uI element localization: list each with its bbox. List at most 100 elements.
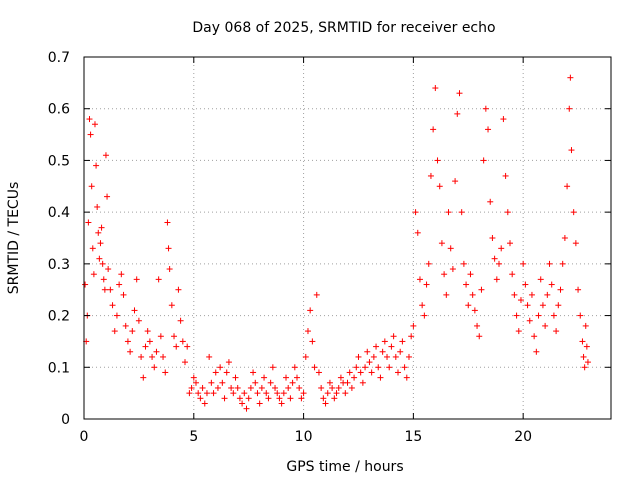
data-point [186, 390, 193, 397]
data-point [177, 317, 184, 324]
data-point [261, 374, 268, 381]
data-point [550, 312, 557, 319]
data-point [98, 224, 105, 231]
data-point [487, 198, 494, 205]
data-point [206, 353, 213, 360]
data-point [324, 390, 331, 397]
data-point [390, 333, 397, 340]
data-point [293, 374, 300, 381]
data-point [498, 245, 505, 252]
data-point [379, 348, 386, 355]
data-point [555, 302, 562, 309]
data-point [386, 364, 393, 371]
data-point [496, 260, 503, 267]
data-point [408, 333, 415, 340]
chart-title: Day 068 of 2025, SRMTID for receiver ech… [192, 20, 495, 36]
data-point [82, 281, 89, 288]
data-point [403, 374, 410, 381]
data-point [192, 379, 199, 386]
data-point [256, 400, 263, 407]
y-tick-label: 0.3 [48, 257, 70, 273]
data-point [236, 395, 243, 402]
data-point [366, 359, 373, 366]
data-point [427, 172, 434, 179]
plot-area-frame [83, 56, 612, 420]
data-point [87, 131, 94, 138]
data-point [546, 260, 553, 267]
data-point [212, 369, 219, 376]
data-point [247, 384, 254, 391]
data-point [88, 183, 95, 190]
data-point [368, 369, 375, 376]
data-point [104, 193, 111, 200]
data-point [553, 328, 560, 335]
data-point [520, 260, 527, 267]
data-point [93, 162, 100, 169]
data-point [171, 333, 178, 340]
data-point [153, 348, 160, 355]
data-point [276, 395, 283, 402]
ticks-layer: 0 5 10 15 20 0 0.1 0.2 0.3 0.4 0.5 0.6 0.7 [48, 50, 611, 445]
data-point [362, 364, 369, 371]
y-tick-label: 0.6 [48, 102, 70, 118]
data-point [329, 384, 336, 391]
data-point [86, 116, 93, 123]
data-points-layer [82, 74, 591, 412]
data-point [456, 90, 463, 97]
data-point [454, 110, 461, 117]
data-point [307, 307, 314, 314]
data-point [438, 240, 445, 247]
data-point [471, 307, 478, 314]
data-point [397, 348, 404, 355]
data-point [111, 328, 118, 335]
data-point [542, 322, 549, 329]
data-point [151, 364, 158, 371]
data-point [162, 369, 169, 376]
x-tick-label: 15 [404, 429, 422, 445]
data-point [493, 276, 500, 283]
data-point [432, 85, 439, 92]
x-tick-label: 5 [189, 429, 198, 445]
data-point [129, 328, 136, 335]
data-point [95, 229, 102, 236]
data-point [300, 390, 307, 397]
data-point [485, 126, 492, 133]
data-point [465, 302, 472, 309]
data-point [399, 338, 406, 345]
data-point [140, 374, 147, 381]
data-point [333, 390, 340, 397]
data-point [480, 157, 487, 164]
data-point [416, 276, 423, 283]
data-point [166, 266, 173, 273]
data-point [118, 271, 125, 278]
data-point [524, 302, 531, 309]
data-point [199, 384, 206, 391]
data-point [155, 276, 162, 283]
data-point [165, 245, 172, 252]
x-axis-label: GPS time / hours [286, 459, 403, 475]
data-point [375, 364, 382, 371]
data-point [160, 353, 167, 360]
data-point [572, 240, 579, 247]
data-point [531, 333, 538, 340]
data-point [566, 105, 573, 112]
data-point [164, 219, 171, 226]
data-point [197, 395, 204, 402]
data-point [113, 312, 120, 319]
y-tick-label: 0.7 [48, 50, 70, 66]
data-point [97, 240, 104, 247]
data-point [298, 395, 305, 402]
data-point [201, 400, 208, 407]
data-point [478, 286, 485, 293]
data-point [283, 374, 290, 381]
data-point [91, 121, 98, 128]
data-point [500, 116, 507, 123]
data-point [548, 281, 555, 288]
data-point [182, 359, 189, 366]
data-point [190, 374, 197, 381]
data-point [575, 286, 582, 293]
data-point [474, 322, 481, 329]
data-point [287, 395, 294, 402]
data-point [582, 322, 589, 329]
data-point [348, 384, 355, 391]
